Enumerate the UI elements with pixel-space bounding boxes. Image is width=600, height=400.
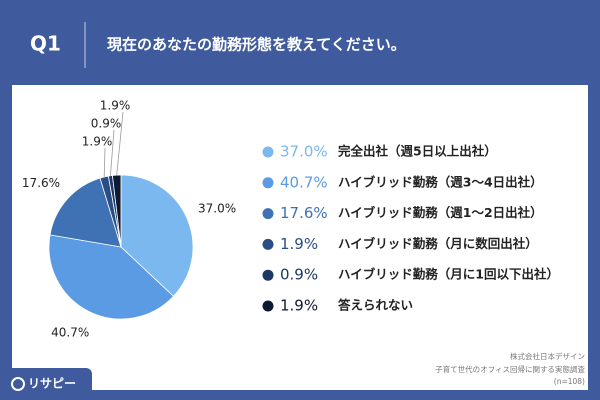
leader-line — [110, 129, 115, 176]
data-label: 1.9% — [100, 99, 131, 113]
legend-value: 0.9% — [280, 266, 318, 284]
pie-slice — [49, 177, 122, 248]
legend-swatch — [262, 269, 274, 281]
source-line: 株式会社日本デザイン — [510, 351, 585, 361]
pie-slice — [120, 174, 194, 297]
legend-label: 完全出社（週5日以上出社） — [338, 144, 497, 159]
source-line: 子育て世代のオフィス回帰に関する実態調査 — [435, 364, 585, 374]
legend-swatch — [262, 146, 274, 158]
source-line: (n=108) — [554, 377, 585, 386]
pie-slice — [48, 234, 175, 320]
legend-value: 1.9% — [280, 297, 318, 315]
legend-swatch — [262, 177, 274, 189]
brand-logo: リサピー — [28, 377, 76, 391]
logo-icon — [11, 377, 25, 391]
leader-line — [103, 147, 106, 178]
leader-line — [116, 111, 124, 176]
legend-label: ハイブリッド勤務（月に1回以下出社） — [338, 267, 559, 282]
legend-swatch — [262, 238, 274, 250]
legend-label: ハイブリッド勤務（月に数回出社） — [338, 236, 538, 251]
data-label: 0.9% — [91, 117, 122, 131]
data-label: 37.0% — [198, 201, 236, 215]
legend-label: 答えられない — [338, 298, 413, 313]
legend-value: 17.6% — [280, 204, 328, 222]
legend-label: ハイブリッド勤務（週1〜2日出社） — [338, 205, 543, 220]
legend-value: 1.9% — [280, 235, 318, 253]
data-label: 17.6% — [22, 176, 60, 190]
question-number: Q1 — [30, 32, 61, 56]
chart-title: 現在のあなたの勤務形態を教えてください。 — [107, 36, 406, 54]
legend-swatch — [262, 208, 274, 220]
legend-swatch — [262, 300, 274, 312]
legend-label: ハイブリッド勤務（週3〜4日出社） — [338, 174, 543, 189]
legend-value: 37.0% — [280, 143, 328, 161]
data-label: 1.9% — [82, 135, 113, 149]
data-label: 40.7% — [51, 325, 89, 339]
logo-tab — [0, 368, 92, 400]
legend-value: 40.7% — [280, 173, 328, 191]
